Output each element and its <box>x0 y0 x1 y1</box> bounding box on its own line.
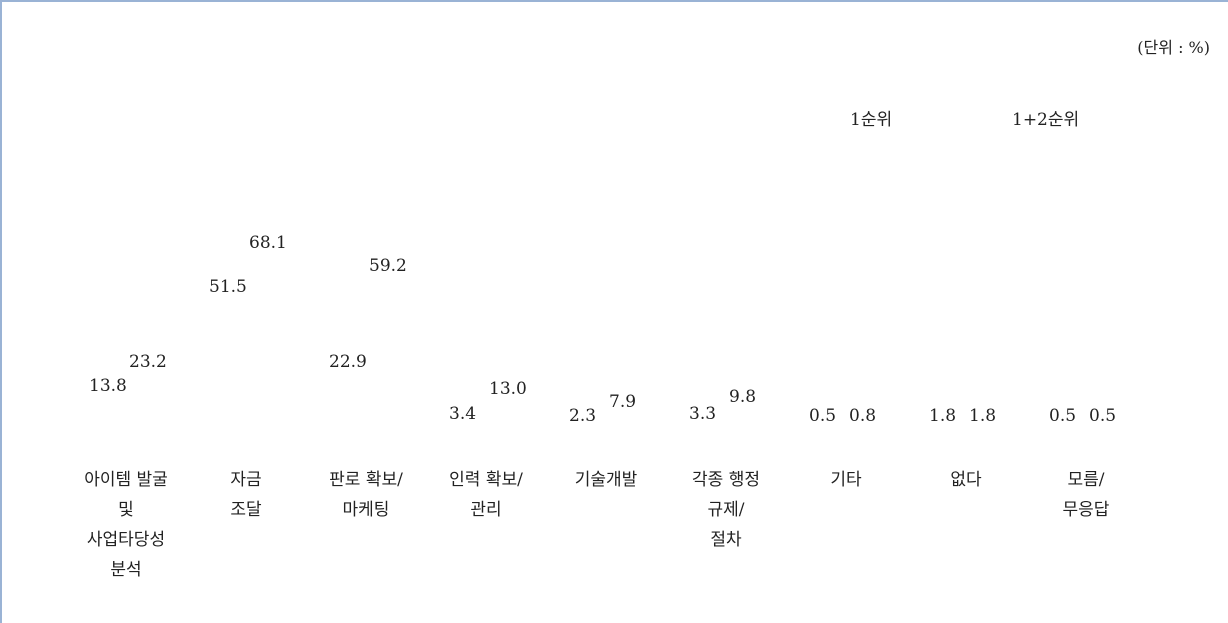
data-label-rank1plus2-1: 68.1 <box>249 232 287 253</box>
bar-rank1plus2-7 <box>973 422 999 427</box>
data-label-rank1-6: 0.5 <box>809 406 837 426</box>
data-label-rank1-0: 13.8 <box>89 376 127 397</box>
unit-label: (단위 : %) <box>1137 38 1210 57</box>
bar-rank1-1 <box>213 290 239 427</box>
bar-rank1-0 <box>93 390 119 427</box>
data-label-rank1plus2-3: 13.0 <box>489 378 527 399</box>
data-label-rank1-4: 2.3 <box>569 406 597 426</box>
bar-rank1plus2-5 <box>733 401 759 427</box>
category-label-3: 인력 확보/ 관리 <box>449 470 523 520</box>
bar-rank1plus2-3 <box>493 392 519 427</box>
data-label-rank1-5: 3.3 <box>689 404 717 425</box>
data-label-rank1-7: 1.8 <box>929 406 957 426</box>
data-label-rank1plus2-0: 23.2 <box>129 351 167 372</box>
legend-series-1: 1순위 <box>850 110 893 130</box>
bar-rank1-6 <box>813 425 839 427</box>
category-label-4: 기술개발 <box>574 470 638 490</box>
bar-rank1-2 <box>333 366 359 427</box>
data-label-rank1plus2-2: 59.2 <box>369 256 407 277</box>
data-label-rank1plus2-6: 0.8 <box>849 406 877 426</box>
category-label-2: 판로 확보/ 마케팅 <box>329 470 403 520</box>
bar-rank1-8 <box>1053 425 1079 427</box>
data-label-rank1-8: 0.5 <box>1049 406 1077 426</box>
data-label-rank1-3: 3.4 <box>449 403 477 424</box>
bar-rank1-5 <box>693 418 719 427</box>
data-label-rank1plus2-7: 1.8 <box>969 406 997 426</box>
category-label-8: 모름/ 무응답 <box>1062 470 1110 520</box>
bar-rank1plus2-1 <box>253 246 279 427</box>
bar-rank1plus2-0 <box>133 365 159 427</box>
bar-rank1-4 <box>573 420 599 427</box>
category-label-6: 기타 <box>830 470 862 490</box>
category-label-1: 자금 조달 <box>230 470 262 520</box>
bar-rank1-7 <box>933 422 959 427</box>
legend-series-2: 1+2순위 <box>1012 110 1080 130</box>
data-label-rank1plus2-4: 7.9 <box>609 392 637 413</box>
category-label-5: 각종 행정 규제/ 절차 <box>692 470 760 550</box>
bar-rank1plus2-2 <box>373 270 399 427</box>
category-label-0: 아이템 발굴 및 사업타당성 분석 <box>84 470 168 580</box>
bar-rank1plus2-4 <box>613 406 639 427</box>
bar-rank1plus2-8 <box>1093 425 1119 427</box>
category-label-7: 없다 <box>950 470 982 490</box>
data-label-rank1-1: 51.5 <box>209 276 247 297</box>
data-label-rank1plus2-5: 9.8 <box>729 387 757 408</box>
bar-rank1-3 <box>453 417 479 427</box>
data-label-rank1-2: 22.9 <box>329 352 367 373</box>
bar-rank1plus2-6 <box>853 424 879 427</box>
data-label-rank1plus2-8: 0.5 <box>1089 406 1117 426</box>
